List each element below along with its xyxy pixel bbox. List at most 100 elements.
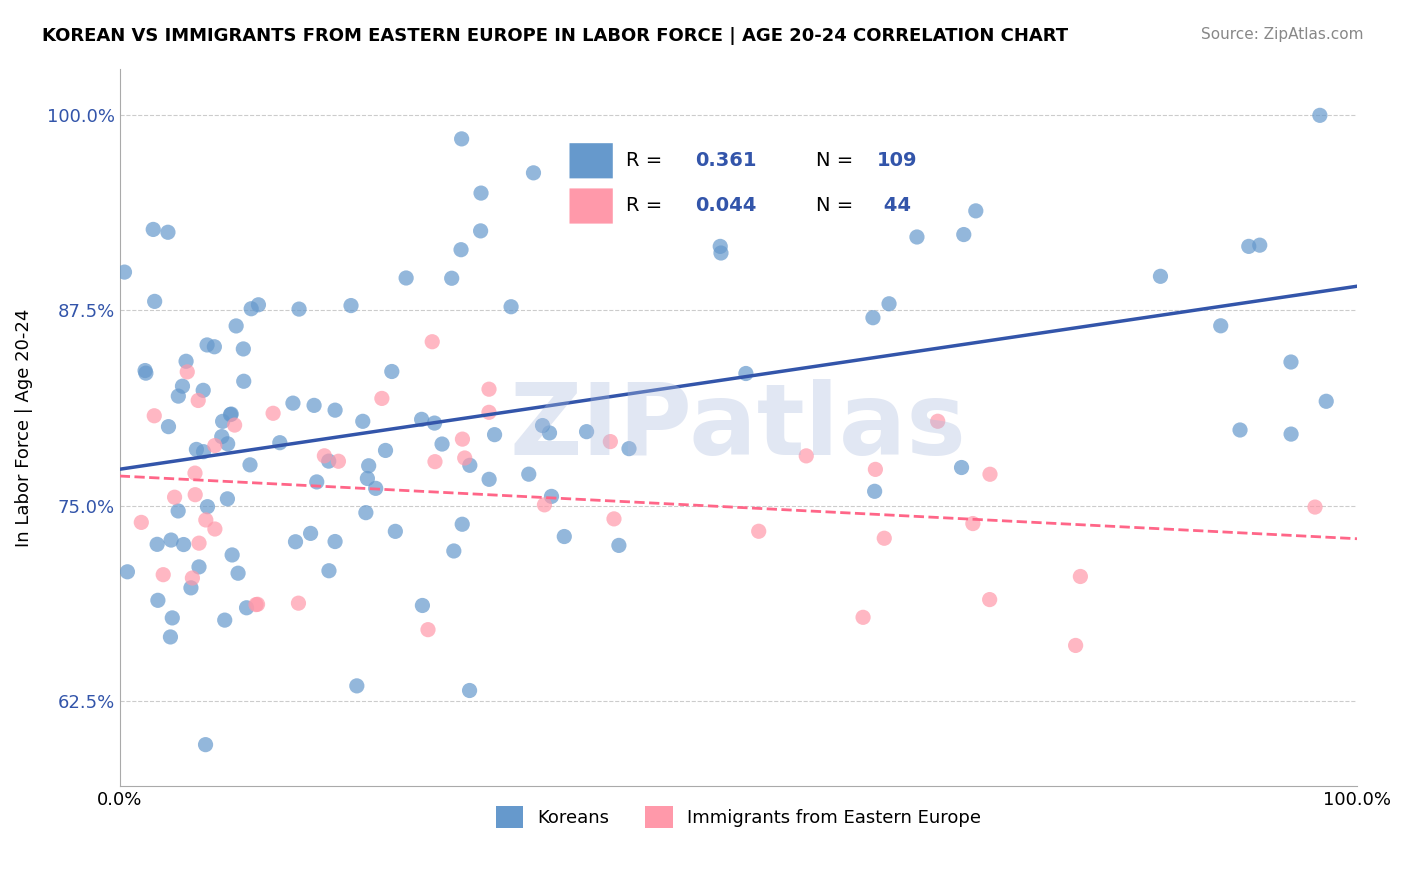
Point <box>1069 569 1091 583</box>
Point <box>226 566 249 581</box>
Point <box>184 488 207 502</box>
Point <box>862 310 884 325</box>
Point <box>173 537 195 551</box>
Point <box>186 442 208 457</box>
Point <box>395 271 418 285</box>
Point <box>346 679 368 693</box>
Point <box>1279 355 1302 369</box>
Point <box>240 301 263 316</box>
Point <box>232 374 254 388</box>
Point <box>531 418 554 433</box>
Point <box>540 490 562 504</box>
Point <box>1229 423 1251 437</box>
Point <box>1064 639 1087 653</box>
Point <box>1149 269 1171 284</box>
Point <box>235 600 257 615</box>
Point <box>440 271 463 285</box>
Point <box>1237 239 1260 253</box>
Text: Source: ZipAtlas.com: Source: ZipAtlas.com <box>1201 27 1364 42</box>
Point <box>411 599 433 613</box>
Point <box>1209 318 1232 333</box>
Point <box>423 455 446 469</box>
Point <box>709 239 731 253</box>
Point <box>451 517 474 532</box>
Point <box>979 592 1001 607</box>
Point <box>195 338 218 352</box>
Point <box>950 460 973 475</box>
Point <box>197 500 219 514</box>
Point <box>499 300 522 314</box>
Point <box>224 418 246 433</box>
Point <box>174 354 197 368</box>
Point <box>470 186 492 200</box>
Point <box>180 581 202 595</box>
Point <box>607 538 630 552</box>
Point <box>217 437 239 451</box>
Point <box>187 393 209 408</box>
Point <box>204 439 226 453</box>
Point <box>575 425 598 439</box>
Point <box>873 531 896 545</box>
Point <box>478 382 501 396</box>
Point <box>188 536 211 550</box>
Point <box>157 419 180 434</box>
Point <box>423 416 446 430</box>
Point <box>314 449 336 463</box>
Point <box>1279 427 1302 442</box>
Point <box>163 490 186 504</box>
Point <box>159 630 181 644</box>
Point <box>146 593 169 607</box>
Point <box>318 564 340 578</box>
Point <box>167 504 190 518</box>
Point <box>979 467 1001 482</box>
Point <box>134 363 156 377</box>
Point <box>484 427 506 442</box>
Point <box>710 246 733 260</box>
Point <box>617 442 640 456</box>
Point <box>603 512 626 526</box>
Point <box>454 450 477 465</box>
Point <box>146 537 169 551</box>
Point <box>952 227 974 242</box>
Point <box>478 405 501 419</box>
Point <box>364 481 387 495</box>
Point <box>340 299 363 313</box>
Point <box>211 429 233 443</box>
Point <box>352 414 374 428</box>
Point <box>328 454 350 468</box>
Point <box>162 611 184 625</box>
Point <box>287 596 309 610</box>
Point <box>323 534 346 549</box>
Point <box>553 529 575 543</box>
Point <box>430 437 453 451</box>
Point <box>135 366 157 380</box>
Point <box>965 203 987 218</box>
Point <box>962 516 984 531</box>
Point <box>443 544 465 558</box>
Point <box>416 623 439 637</box>
Point <box>318 454 340 468</box>
Point <box>172 379 194 393</box>
Point <box>288 302 311 317</box>
Point <box>877 297 900 311</box>
Point <box>269 435 291 450</box>
Point <box>129 516 152 530</box>
Point <box>167 389 190 403</box>
Point <box>117 565 139 579</box>
Point <box>247 298 270 312</box>
Point <box>374 443 396 458</box>
Point <box>458 458 481 473</box>
Point <box>232 342 254 356</box>
Point <box>371 392 394 406</box>
Point <box>538 425 561 440</box>
Point <box>246 597 269 611</box>
Point <box>323 403 346 417</box>
Point <box>219 407 242 421</box>
Point <box>852 610 875 624</box>
Point <box>381 364 404 378</box>
Point <box>599 434 621 449</box>
Point <box>194 513 217 527</box>
Point <box>142 222 165 236</box>
Point <box>221 548 243 562</box>
Point <box>188 560 211 574</box>
